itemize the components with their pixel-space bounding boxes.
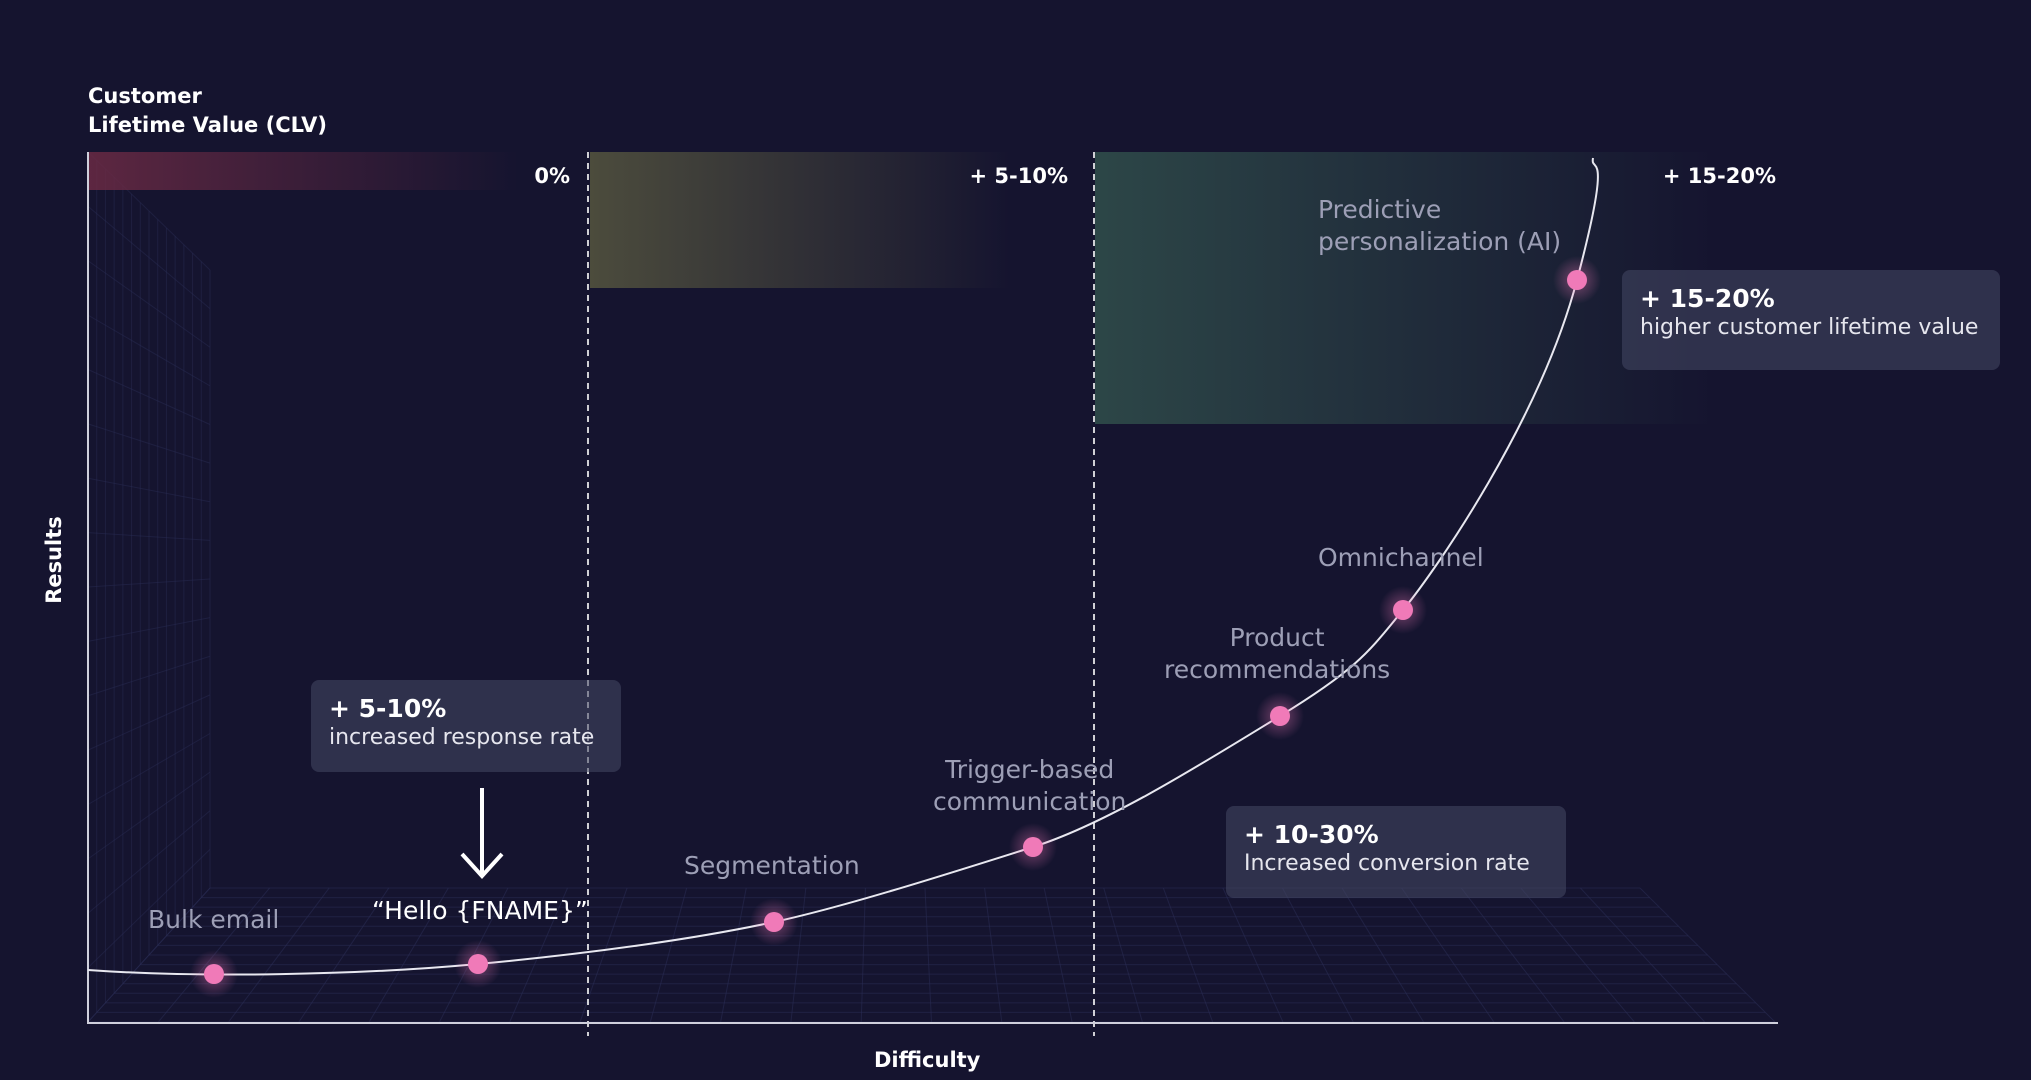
growth-curve xyxy=(87,157,1601,998)
point-label-trigger-based: Trigger-based communication xyxy=(933,755,1127,816)
wall-grid-line xyxy=(87,532,211,541)
point-label-predictive-ai: Predictive personalization (AI) xyxy=(1318,195,1562,256)
zone-label-2: + 15-20% xyxy=(1663,164,1776,188)
wall-grid-line xyxy=(87,733,211,805)
data-point-6 xyxy=(1567,270,1587,290)
floor-grid-line xyxy=(720,887,747,1023)
wall-grid-line xyxy=(87,887,211,1023)
wall-grid-line xyxy=(87,205,211,310)
floor-grid-line xyxy=(1341,887,1424,1023)
data-point-0 xyxy=(204,964,224,984)
floor-grid-line xyxy=(1222,887,1284,1023)
callout-response-rate-text: increased response rate xyxy=(329,725,595,750)
zone-label-1: + 5-10% xyxy=(970,164,1069,188)
floor-grid-line xyxy=(984,887,1003,1023)
callout-conversion-rate: + 10-30% Increased conversion rate xyxy=(1226,806,1566,898)
point-label-omnichannel: Omnichannel xyxy=(1318,543,1484,572)
floor-grid-line xyxy=(1103,887,1143,1023)
data-point-5 xyxy=(1393,600,1413,620)
floor-grid-line xyxy=(924,887,932,1023)
zone-label-0: 0% xyxy=(534,164,570,188)
floor-grid-line xyxy=(1043,887,1073,1023)
data-point-2 xyxy=(764,912,784,932)
point-label-product-recommendations: Product recommendations xyxy=(1164,623,1391,684)
callout-clv-text: higher customer lifetime value xyxy=(1640,315,1979,340)
wall-grid-line xyxy=(87,849,211,968)
wall-grid-line xyxy=(87,810,211,914)
point-label-bulk-email: Bulk email xyxy=(148,905,280,934)
wall-grid-line xyxy=(87,617,211,642)
callout-clv-value: + 15-20% xyxy=(1640,284,1775,313)
x-axis-label: Difficulty xyxy=(874,1048,981,1072)
y-axis-side-label: Results xyxy=(42,516,66,604)
floor-grid-line xyxy=(860,887,866,1023)
floor-grid-line xyxy=(1580,887,1706,1023)
floor-grid-line xyxy=(1460,887,1565,1023)
down-arrow-icon xyxy=(460,788,504,879)
data-point-3 xyxy=(1023,837,1043,857)
y-axis-title: Customer Lifetime Value (CLV) xyxy=(88,84,327,137)
wall-grid-line xyxy=(87,771,211,860)
zone-band-2 xyxy=(1095,152,1715,424)
wall-grid-line xyxy=(87,655,211,697)
floor-grid-line xyxy=(1639,887,1776,1023)
floor-grid-line xyxy=(509,887,568,1023)
result-zones xyxy=(88,152,1715,424)
floor-grid-line xyxy=(368,887,449,1023)
floor-grid-line xyxy=(1520,887,1635,1023)
wall-grid-line xyxy=(87,477,211,503)
wall-grid-line xyxy=(87,694,211,751)
zone-labels: 0% + 5-10% + 15-20% xyxy=(534,164,1776,188)
wall-grid-line xyxy=(87,369,211,425)
floor-grid-line xyxy=(649,887,688,1023)
floor-grid-line xyxy=(1401,887,1495,1023)
floor-grid-line xyxy=(1162,887,1214,1023)
zone-band-0 xyxy=(88,152,518,190)
callout-clv: + 15-20% higher customer lifetime value xyxy=(1622,270,2000,370)
wall-grid-line xyxy=(87,260,211,348)
floor-grid-line xyxy=(298,887,390,1023)
callout-response-rate: + 5-10% increased response rate xyxy=(311,680,621,772)
callout-conversion-rate-text: Increased conversion rate xyxy=(1244,851,1530,876)
point-label-segmentation: Segmentation xyxy=(684,851,860,880)
wall-grid-line xyxy=(87,578,211,588)
floor-grid-line xyxy=(1282,887,1354,1023)
floor-grid-line xyxy=(790,887,807,1023)
zone-band-1 xyxy=(590,152,1010,288)
data-point-4 xyxy=(1270,706,1290,726)
floor-grid-line xyxy=(228,887,330,1023)
data-point-1 xyxy=(468,954,488,974)
callout-conversion-rate-value: + 10-30% xyxy=(1244,820,1379,849)
wall-grid-line xyxy=(87,423,211,464)
wall-grid-line xyxy=(87,314,211,387)
point-label-hello-fname: “Hello {FNAME}” xyxy=(372,896,588,925)
callout-response-rate-value: + 5-10% xyxy=(329,694,447,723)
floor-grid-line xyxy=(87,887,211,1023)
axes xyxy=(87,152,1778,1036)
